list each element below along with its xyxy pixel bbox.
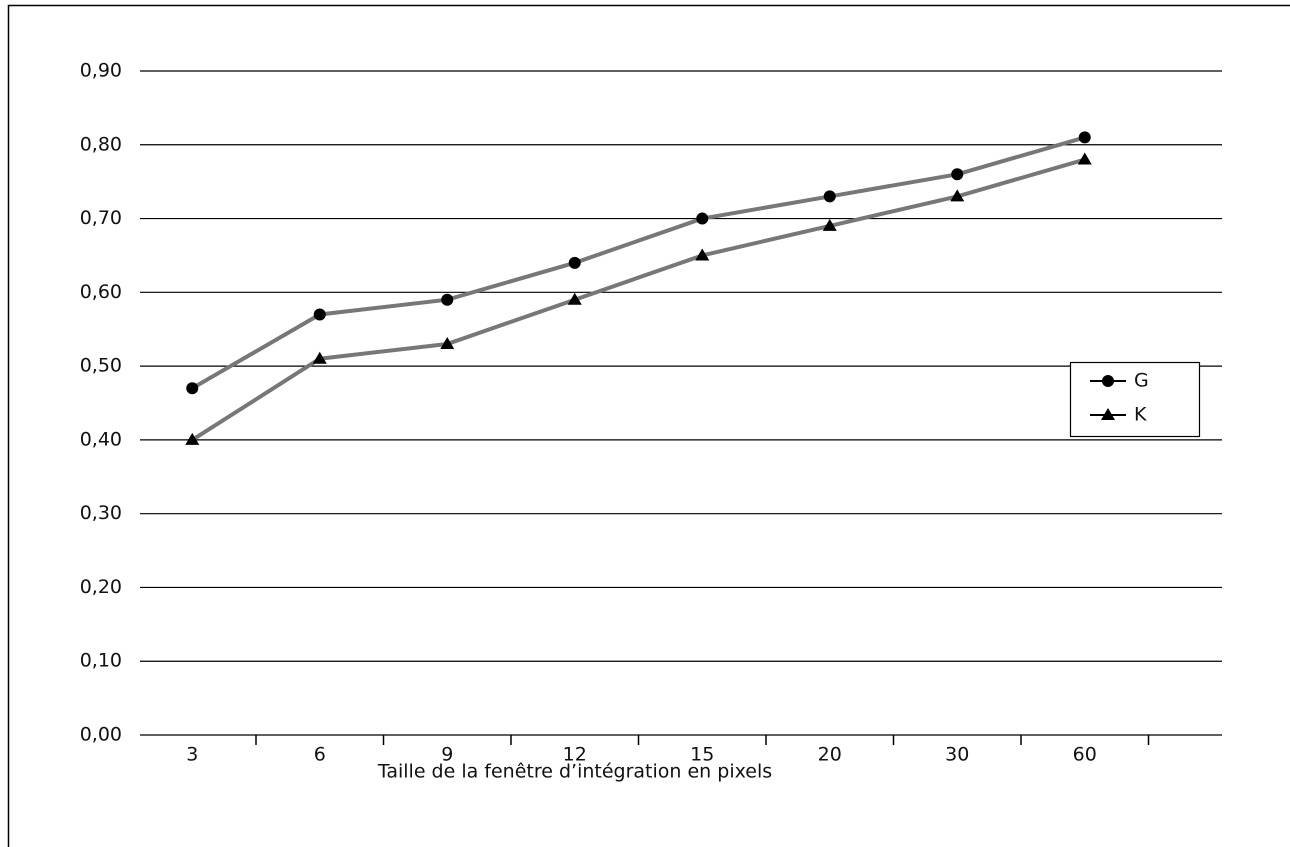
point: [440, 336, 455, 349]
y-tick-label: 0,70: [80, 207, 122, 229]
point: [823, 190, 836, 203]
point: [567, 292, 582, 305]
frame: [7, 4, 1290, 847]
point: [313, 308, 326, 321]
y-tick-label: 0,30: [80, 502, 122, 524]
point: [441, 293, 454, 306]
x-tick-label: 6: [314, 744, 326, 766]
point: [185, 432, 200, 445]
x-tick-label: 3: [186, 744, 198, 766]
y-tick-label: 0,50: [80, 355, 122, 377]
point: [568, 256, 581, 269]
point: [695, 248, 710, 261]
x-tick-label: 60: [1073, 744, 1097, 766]
x-tick-label: 9: [441, 744, 453, 766]
point: [1102, 375, 1114, 387]
y-tick-label: 0,60: [80, 281, 122, 303]
x-tick-label: 12: [563, 744, 587, 766]
legend-box: [1069, 361, 1201, 438]
x-tick-label: 20: [818, 744, 842, 766]
legend-label: K: [1134, 404, 1147, 426]
series-line: [191, 135, 1086, 390]
point: [951, 168, 964, 181]
y-tick-label: 0,20: [80, 576, 122, 598]
point: [1101, 408, 1115, 420]
point: [822, 218, 837, 231]
x-axis-label: Taille de la fenêtre d’intégration en pi…: [377, 761, 772, 783]
x-tick-label: 15: [690, 744, 714, 766]
point: [696, 212, 709, 225]
y-tick-label: 0,10: [80, 650, 122, 672]
legend-label: G: [1134, 370, 1149, 392]
y-tick-label: 0,90: [80, 60, 122, 82]
point: [186, 382, 199, 395]
point: [312, 351, 327, 364]
point: [950, 189, 965, 202]
point: [1077, 152, 1092, 165]
point: [1078, 131, 1091, 144]
x-tick-label: 30: [945, 744, 969, 766]
y-tick-label: 0,40: [80, 428, 122, 450]
y-tick-label: 0,00: [80, 724, 122, 746]
series-line: [191, 157, 1086, 442]
y-tick-label: 0,80: [80, 133, 122, 155]
